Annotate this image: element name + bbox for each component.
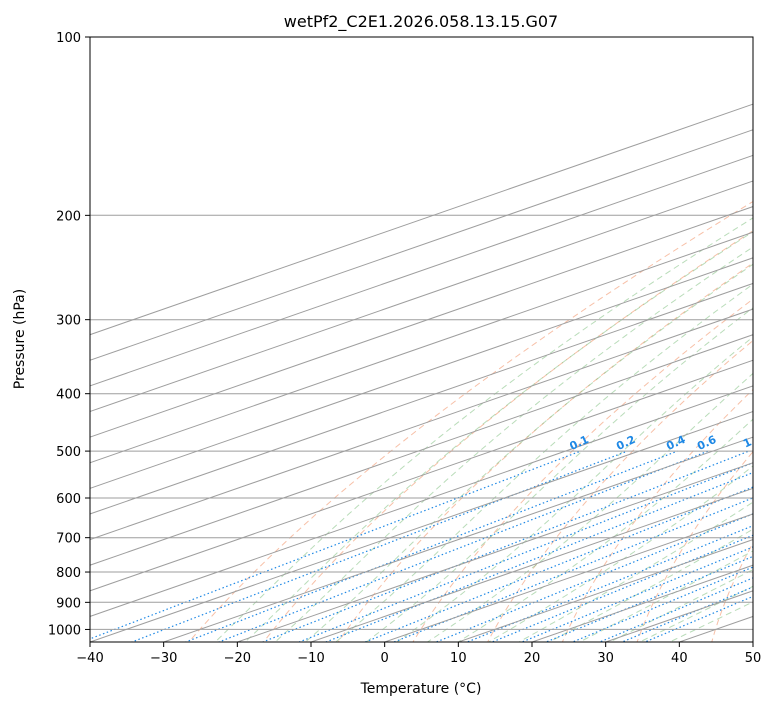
dry-adiabats (188, 200, 753, 642)
isotherm-line (90, 334, 753, 566)
x-tick-label: 0 (381, 651, 389, 666)
moist-adiabat-line (396, 336, 753, 642)
y-tick-label: 800 (56, 566, 81, 581)
moist-adiabat-line (457, 418, 753, 642)
y-tick-label: 700 (56, 532, 81, 547)
x-tick-label: 30 (597, 651, 614, 666)
chart-title: wetPf2_C2E1.2026.058.13.15.G07 (284, 12, 558, 32)
plot-frame (89, 36, 754, 643)
isotherm-line (90, 154, 753, 387)
moist-adiabat-line (365, 307, 753, 642)
isotherm-line (235, 462, 753, 642)
x-tick-label: −40 (76, 651, 103, 666)
mixing-ratio-line (217, 450, 709, 642)
isotherm-line (383, 513, 753, 642)
isotherm-line (90, 308, 753, 541)
isotherm-line (90, 206, 753, 438)
isotherm-line (90, 180, 753, 413)
isotherm-line (90, 385, 753, 617)
isotherm-line (90, 231, 753, 464)
y-tick-label: 100 (56, 31, 81, 46)
moist-adiabat-line (578, 550, 753, 642)
y-tick-label: 900 (56, 596, 81, 611)
x-tick-label: −20 (224, 651, 251, 666)
isotherm-line (90, 410, 753, 642)
mixing-ratio-line (520, 546, 753, 642)
x-axis-label: Temperature (°C) (360, 681, 482, 697)
mixing-ratio-line (544, 555, 753, 642)
moist-adiabat-line (335, 283, 753, 642)
moist-adiabat-line (487, 465, 753, 642)
y-tick-label: 1000 (48, 623, 81, 638)
x-tick-label: −10 (297, 651, 324, 666)
x-axis-ticks: −40 −30 −20 −10 0 10 20 30 40 50 (76, 642, 761, 666)
x-tick-label: −30 (150, 651, 177, 666)
moist-adiabats (214, 217, 753, 642)
mixing-ratio-line (261, 450, 750, 642)
dry-adiabat-line (711, 541, 753, 642)
isotherm-line (90, 129, 753, 361)
y-tick-label: 400 (56, 388, 81, 403)
isotherm-line (90, 359, 753, 592)
x-tick-label: 20 (524, 651, 541, 666)
isotherms (90, 103, 753, 642)
y-tick-label: 300 (56, 314, 81, 329)
y-tick-label: 600 (56, 492, 81, 507)
dry-adiabat-line (561, 388, 753, 642)
isotherm-line (90, 282, 753, 515)
dry-adiabat-line (337, 262, 753, 642)
moist-adiabat-line (518, 501, 753, 642)
y-axis-label: Pressure (hPa) (12, 289, 28, 389)
dry-adiabat-line (262, 230, 753, 642)
y-tick-label: 500 (56, 445, 81, 460)
isotherm-line (309, 487, 753, 642)
x-tick-label: 40 (671, 651, 688, 666)
plot-area (90, 37, 753, 642)
y-axis-ticks: 100 200 300 400 500 600 700 800 900 1000 (48, 31, 90, 638)
moist-adiabat-line (274, 246, 753, 642)
isotherm-line (162, 436, 753, 642)
x-tick-label: 10 (450, 651, 467, 666)
mixing-ratio-line (184, 450, 678, 642)
mixing-ratio-line (363, 486, 753, 642)
x-tick-label: 50 (745, 651, 762, 666)
mixing-ratio-line (490, 534, 753, 642)
moist-adiabat-line (548, 528, 753, 642)
dry-adiabat-line (412, 298, 753, 642)
isotherm-line (90, 257, 753, 489)
moist-adiabat-line (426, 372, 753, 642)
mixing-ratio-line (90, 450, 581, 640)
y-tick-label: 200 (56, 209, 81, 224)
moist-adiabat-line (244, 231, 753, 642)
dry-adiabat-line (188, 200, 753, 642)
isotherm-line (456, 539, 753, 642)
isobars (90, 37, 753, 630)
moist-adiabat-line (214, 217, 753, 642)
isotherm-line (90, 103, 753, 336)
